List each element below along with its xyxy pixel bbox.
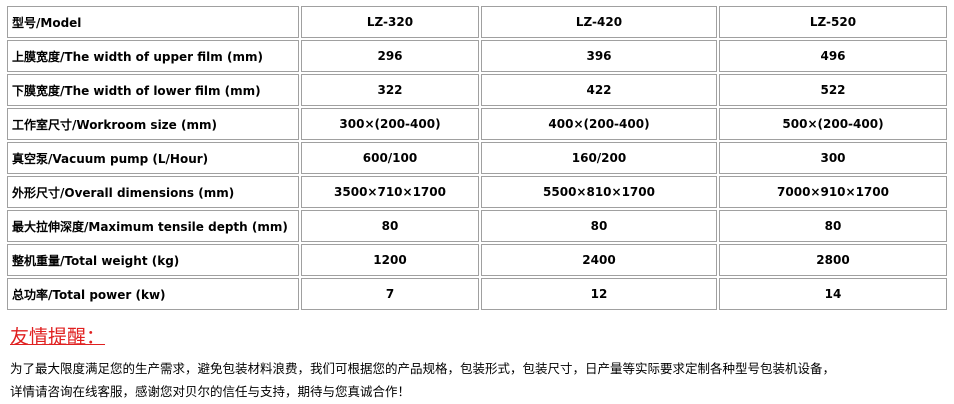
notice-title: 友情提醒： [10,326,106,348]
notice-line: 为了最大限度满足您的生产需求，避免包装材料浪费，我们可根据您的产品规格，包装形式… [10,361,836,376]
cell: 80 [481,210,717,242]
cell: 600/100 [301,142,479,174]
cell: 14 [719,278,947,310]
cell: 396 [481,40,717,72]
notice-line: 详情请咨询在线客服，感谢您对贝尔的信任与支持，期待与您真诚合作！ [10,384,411,399]
table-row: 整机重量/Total weight (kg) 1200 2400 2800 [7,244,947,276]
cell: 3500×710×1700 [301,176,479,208]
row-label: 下膜宽度/The width of lower film (mm) [7,74,299,106]
cell: 12 [481,278,717,310]
cell: 80 [301,210,479,242]
row-label: 真空泵/Vacuum pump (L/Hour) [7,142,299,174]
cell: 496 [719,40,947,72]
table-row: 最大拉伸深度/Maximum tensile depth (mm) 80 80 80 [7,210,947,242]
table-row: 型号/Model LZ-320 LZ-420 LZ-520 [7,6,947,38]
cell: 322 [301,74,479,106]
cell: 296 [301,40,479,72]
row-label: 上膜宽度/The width of upper film (mm) [7,40,299,72]
cell: LZ-420 [481,6,717,38]
row-label: 型号/Model [7,6,299,38]
row-label: 工作室尺寸/Workroom size (mm) [7,108,299,140]
table-row: 真空泵/Vacuum pump (L/Hour) 600/100 160/200 30… [7,142,947,174]
cell: 7 [301,278,479,310]
spec-table: 型号/Model LZ-320 LZ-420 LZ-520 上膜宽度/The width… [5,4,949,312]
row-label: 整机重量/Total weight (kg) [7,244,299,276]
cell: 300×(200-400) [301,108,479,140]
cell: LZ-320 [301,6,479,38]
table-row: 下膜宽度/The width of lower film (mm) 322 422 5… [7,74,947,106]
row-label: 外形尺寸/Overall dimensions (mm) [7,176,299,208]
cell: 300 [719,142,947,174]
table-row: 工作室尺寸/Workroom size (mm) 300×(200-400) 400… [7,108,947,140]
cell: 400×(200-400) [481,108,717,140]
cell: LZ-520 [719,6,947,38]
cell: 422 [481,74,717,106]
cell: 7000×910×1700 [719,176,947,208]
cell: 160/200 [481,142,717,174]
row-label: 总功率/Total power (kw) [7,278,299,310]
cell: 1200 [301,244,479,276]
cell: 522 [719,74,947,106]
cell: 2800 [719,244,947,276]
cell: 80 [719,210,947,242]
cell: 5500×810×1700 [481,176,717,208]
table-row: 外形尺寸/Overall dimensions (mm) 3500×710×170… [7,176,947,208]
table-row: 总功率/Total power (kw) 7 12 14 [7,278,947,310]
cell: 500×(200-400) [719,108,947,140]
row-label: 最大拉伸深度/Maximum tensile depth (mm) [7,210,299,242]
table-row: 上膜宽度/The width of upper film (mm) 296 396 4… [7,40,947,72]
cell: 2400 [481,244,717,276]
table-body: 型号/Model LZ-320 LZ-420 LZ-520 上膜宽度/The width… [7,6,947,310]
